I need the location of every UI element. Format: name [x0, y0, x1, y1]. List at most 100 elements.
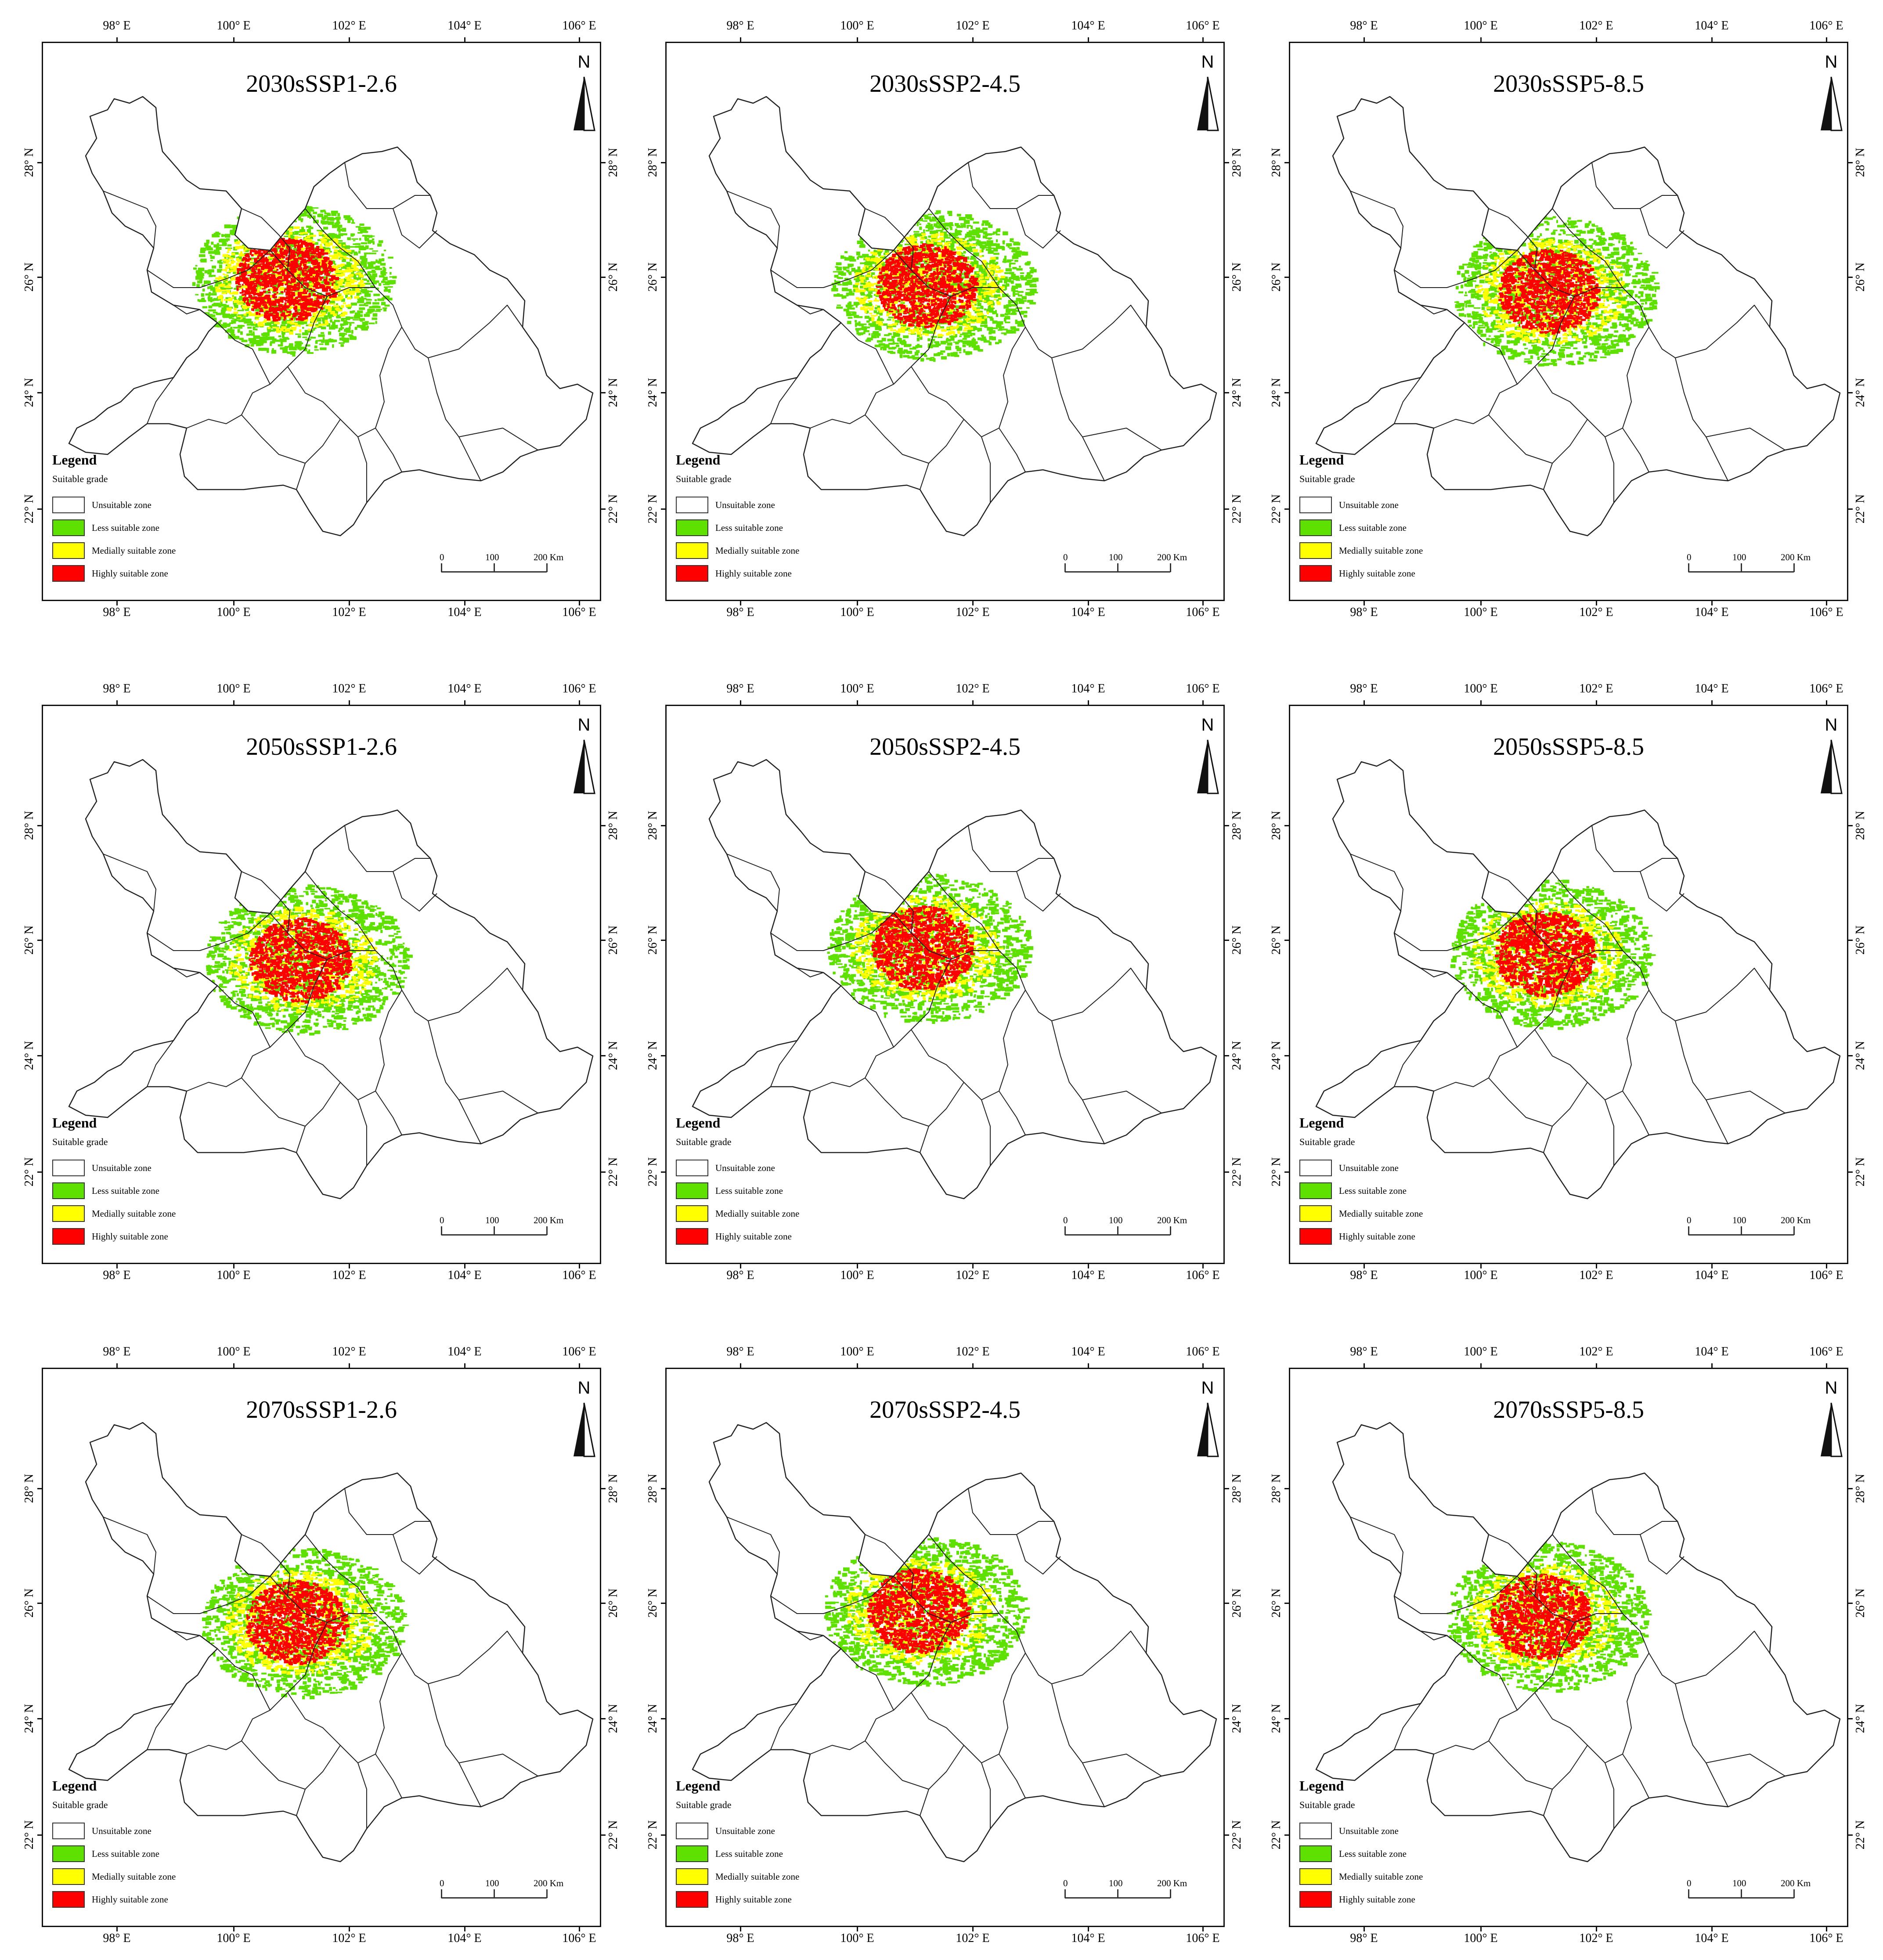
medially-suitable-cell — [970, 244, 977, 246]
highly-suitable-cell — [320, 307, 324, 310]
less-suitable-cell — [324, 215, 328, 218]
less-suitable-cell — [283, 347, 288, 350]
less-suitable-cell — [360, 320, 363, 322]
less-suitable-cell — [350, 295, 353, 299]
less-suitable-cell — [859, 275, 865, 278]
less-suitable-cell — [372, 302, 379, 305]
less-suitable-cell — [878, 253, 881, 256]
less-suitable-cell — [945, 346, 952, 350]
longitude-tick — [349, 601, 350, 605]
highly-suitable-cell — [278, 276, 283, 279]
medially-suitable-cell — [267, 239, 273, 241]
less-suitable-cell — [224, 224, 231, 228]
less-suitable-cell — [281, 324, 286, 328]
legend-label: Unsuitable zone — [92, 500, 152, 511]
highly-suitable-cell — [266, 285, 270, 288]
less-suitable-cell — [308, 349, 310, 351]
highly-suitable-cell — [268, 269, 272, 272]
less-suitable-cell — [200, 250, 206, 253]
highly-suitable-cell — [300, 309, 304, 312]
highly-suitable-cell — [299, 263, 302, 266]
less-suitable-cell — [257, 227, 262, 230]
medially-suitable-cell — [215, 286, 220, 289]
less-suitable-cell — [301, 227, 304, 230]
less-suitable-cell — [321, 309, 323, 313]
less-suitable-cell — [1015, 307, 1022, 310]
less-suitable-cell — [903, 335, 909, 339]
less-suitable-cell — [914, 326, 918, 330]
less-suitable-cell — [212, 265, 216, 269]
highly-suitable-cell — [320, 285, 325, 287]
less-suitable-cell — [985, 243, 992, 246]
less-suitable-cell — [341, 333, 347, 335]
less-suitable-cell — [271, 273, 275, 275]
latitude-tick — [37, 508, 42, 510]
less-suitable-cell — [384, 249, 386, 252]
less-suitable-cell — [283, 325, 290, 328]
less-suitable-cell — [955, 223, 959, 226]
less-suitable-cell — [916, 223, 919, 227]
less-suitable-cell — [1014, 275, 1019, 278]
less-suitable-cell — [912, 213, 916, 216]
highly-suitable-cell — [324, 252, 328, 255]
less-suitable-cell — [899, 351, 905, 354]
less-suitable-cell — [987, 309, 994, 312]
less-suitable-cell — [904, 345, 911, 347]
highly-suitable-cell — [325, 281, 330, 285]
less-suitable-cell — [379, 275, 385, 278]
highly-suitable-cell — [292, 303, 296, 305]
medially-suitable-cell — [319, 314, 322, 317]
medially-suitable-cell — [337, 244, 342, 247]
less-suitable-cell — [916, 263, 920, 265]
medially-suitable-cell — [265, 308, 269, 311]
medially-suitable-cell — [296, 307, 301, 310]
less-suitable-cell — [1001, 289, 1006, 291]
highly-suitable-cell — [301, 312, 303, 314]
highly-suitable-cell — [282, 252, 285, 256]
medially-suitable-cell — [336, 293, 343, 295]
less-suitable-cell — [960, 223, 966, 225]
less-suitable-cell — [320, 317, 325, 319]
medially-suitable-cell — [325, 242, 328, 245]
less-suitable-cell — [274, 283, 281, 286]
less-suitable-cell — [1009, 247, 1016, 249]
less-suitable-cell — [321, 281, 327, 284]
medially-suitable-cell — [232, 291, 238, 295]
highly-suitable-cell — [311, 303, 315, 306]
less-suitable-cell — [353, 319, 359, 321]
less-suitable-cell — [1004, 313, 1009, 316]
highly-suitable-cell — [272, 241, 274, 243]
highly-suitable-cell — [304, 296, 307, 300]
medially-suitable-cell — [896, 289, 900, 292]
prefecture-boundary — [147, 250, 271, 288]
highly-suitable-cell — [272, 314, 276, 318]
latitude-label-text: 22° N — [22, 494, 36, 523]
less-suitable-cell — [989, 336, 993, 340]
less-suitable-cell — [314, 345, 317, 349]
less-suitable-cell — [869, 256, 874, 259]
highly-suitable-cell — [260, 263, 265, 265]
highly-suitable-cell — [310, 255, 315, 259]
highly-suitable-cell — [253, 308, 255, 311]
less-suitable-cell — [240, 228, 243, 232]
less-suitable-cell — [286, 308, 291, 310]
less-suitable-cell — [863, 330, 869, 332]
less-suitable-cell — [981, 255, 984, 257]
less-suitable-cell — [202, 288, 205, 292]
less-suitable-cell — [232, 228, 236, 232]
highly-suitable-cell — [282, 270, 285, 274]
medially-suitable-cell — [354, 296, 359, 299]
highly-suitable-cell — [251, 268, 255, 271]
highly-suitable-cell — [247, 300, 249, 303]
medially-suitable-cell — [354, 269, 360, 271]
highly-suitable-cell — [315, 250, 319, 252]
less-suitable-cell — [262, 336, 269, 341]
less-suitable-cell — [997, 329, 1003, 331]
less-suitable-cell — [877, 340, 883, 343]
less-suitable-cell — [835, 266, 838, 268]
less-suitable-cell — [922, 358, 924, 361]
less-suitable-cell — [1002, 242, 1005, 245]
highly-suitable-cell — [303, 259, 307, 261]
highly-suitable-cell — [296, 313, 301, 315]
less-suitable-cell — [337, 213, 340, 217]
